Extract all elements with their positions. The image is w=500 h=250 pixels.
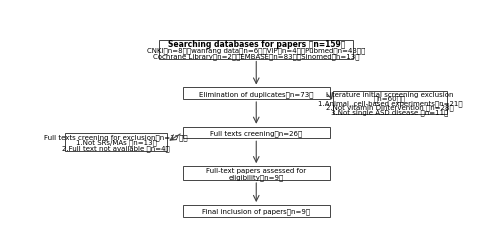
FancyBboxPatch shape [182, 127, 330, 139]
Text: Literature initial screening exclusion: Literature initial screening exclusion [326, 91, 454, 97]
FancyBboxPatch shape [182, 166, 330, 180]
FancyBboxPatch shape [182, 88, 330, 100]
FancyBboxPatch shape [333, 92, 447, 114]
Text: （n=60）：: （n=60）： [374, 96, 406, 102]
Text: 2.Not vitamin Dintervention （n=28）: 2.Not vitamin Dintervention （n=28） [326, 104, 454, 111]
Text: Searching databases for papers （n=159）: Searching databases for papers （n=159） [168, 40, 345, 48]
Text: 3.Not single ASD disease （n=11）: 3.Not single ASD disease （n=11） [331, 109, 448, 115]
Text: CNKI（n=8），wanfang data（n=6），VIP（n=4），Pubmed（n=43），: CNKI（n=8），wanfang data（n=6），VIP（n=4），Pub… [147, 47, 366, 54]
Text: 1.Animal, cell-based experiments（n=21）: 1.Animal, cell-based experiments（n=21） [318, 100, 462, 106]
Text: Cochrane Library（n=2），EMBASE（n=83），Sinomed（n=13）: Cochrane Library（n=2），EMBASE（n=83），Sinom… [153, 53, 360, 60]
Text: eligibility（n=9）: eligibility（n=9） [228, 174, 284, 180]
FancyBboxPatch shape [182, 205, 330, 217]
Text: 1.Not SRs/MAs （n=13）: 1.Not SRs/MAs （n=13） [76, 139, 156, 146]
FancyBboxPatch shape [160, 41, 353, 59]
Text: Full texts creening（n=26）: Full texts creening（n=26） [210, 130, 302, 136]
Text: Full-text papers assessed for: Full-text papers assessed for [206, 167, 306, 173]
Text: Elimination of duplicates（n=73）: Elimination of duplicates（n=73） [199, 90, 314, 97]
FancyBboxPatch shape [65, 134, 166, 151]
Text: Final inclusion of papers（n=9）: Final inclusion of papers（n=9） [202, 208, 310, 214]
Text: Full texts creening for exclusion（n=17）：: Full texts creening for exclusion（n=17）： [44, 134, 188, 140]
Text: 2.Full text not available （n=4）: 2.Full text not available （n=4） [62, 145, 170, 152]
